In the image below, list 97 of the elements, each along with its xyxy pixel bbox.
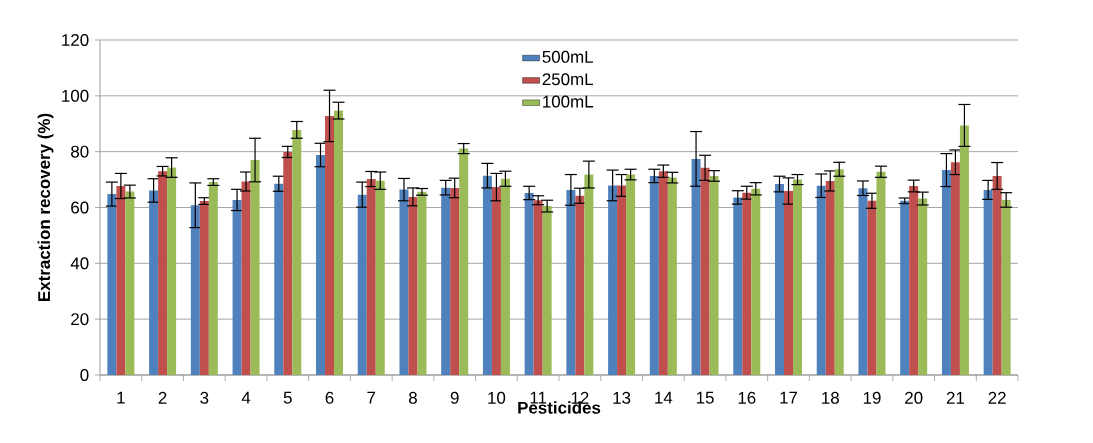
bar bbox=[649, 175, 659, 375]
bar bbox=[158, 171, 168, 375]
bar bbox=[292, 129, 302, 375]
y-axis-title: Extraction recovery (%) bbox=[37, 113, 54, 301]
bar bbox=[199, 201, 209, 375]
bar bbox=[941, 170, 951, 375]
x-tick-label: 7 bbox=[367, 391, 376, 404]
bar bbox=[918, 198, 928, 375]
x-tick-label: 15 bbox=[696, 391, 714, 404]
bar bbox=[491, 187, 501, 375]
x-tick-label: 13 bbox=[613, 391, 631, 404]
bar bbox=[366, 179, 376, 375]
y-tick-label: 100 bbox=[62, 89, 89, 102]
y-tick-label: 80 bbox=[71, 145, 89, 158]
bar bbox=[700, 167, 710, 375]
legend-label: 100mL bbox=[543, 95, 594, 108]
bar bbox=[566, 189, 576, 375]
bar bbox=[542, 206, 552, 375]
x-tick-label: 4 bbox=[241, 391, 251, 404]
y-tick-label: 60 bbox=[71, 201, 89, 214]
bar bbox=[784, 191, 794, 375]
bar bbox=[742, 192, 752, 375]
bar bbox=[816, 185, 826, 375]
bar bbox=[167, 167, 177, 375]
bar bbox=[1001, 199, 1011, 375]
bar bbox=[533, 200, 543, 375]
bar bbox=[691, 158, 701, 375]
bar bbox=[399, 189, 409, 375]
legend-label: 500mL bbox=[542, 50, 594, 63]
bar bbox=[459, 148, 469, 375]
bar bbox=[250, 160, 260, 375]
legend-label: 250mL bbox=[542, 73, 594, 86]
bar bbox=[834, 169, 844, 375]
x-tick-label: 22 bbox=[988, 391, 1006, 404]
x-tick-label: 19 bbox=[863, 391, 881, 404]
x-tick-label: 3 bbox=[200, 391, 209, 404]
y-tick-label: 20 bbox=[71, 313, 89, 326]
bar bbox=[959, 125, 969, 375]
y-tick-label: 120 bbox=[62, 33, 89, 46]
x-tick-label: 20 bbox=[905, 391, 923, 404]
bar bbox=[909, 185, 919, 375]
bar bbox=[608, 185, 618, 375]
bar bbox=[667, 177, 677, 375]
x-tick-label: 21 bbox=[946, 391, 965, 404]
bar bbox=[441, 187, 451, 375]
bar bbox=[116, 185, 126, 375]
bar bbox=[232, 199, 242, 375]
x-tick-label: 16 bbox=[738, 391, 756, 404]
bar bbox=[334, 110, 344, 375]
bar bbox=[316, 155, 326, 375]
x-tick-label: 18 bbox=[822, 391, 839, 404]
x-tick-label: 5 bbox=[283, 391, 292, 404]
bar bbox=[825, 180, 835, 375]
bar bbox=[584, 174, 594, 375]
bar bbox=[858, 188, 868, 375]
bar bbox=[793, 179, 803, 375]
bar bbox=[524, 192, 534, 375]
bar bbox=[125, 191, 135, 375]
y-tick-label: 0 bbox=[80, 368, 89, 381]
x-tick-label: 2 bbox=[158, 391, 167, 404]
bar bbox=[417, 191, 427, 375]
bar bbox=[867, 200, 877, 375]
x-tick-label: 14 bbox=[655, 391, 673, 404]
bar bbox=[325, 115, 335, 375]
bar bbox=[500, 178, 510, 375]
x-tick-label: 9 bbox=[450, 391, 459, 404]
bar bbox=[751, 188, 761, 375]
bar bbox=[992, 175, 1002, 375]
y-tick-label: 40 bbox=[70, 257, 89, 270]
bar bbox=[733, 197, 743, 375]
x-tick-label: 8 bbox=[408, 391, 417, 404]
bar bbox=[450, 187, 460, 375]
bar bbox=[375, 180, 385, 375]
bar bbox=[876, 171, 886, 375]
bar bbox=[658, 171, 668, 375]
x-tick-label: 1 bbox=[117, 391, 125, 404]
bar bbox=[950, 162, 960, 375]
bar bbox=[617, 185, 627, 375]
x-tick-label: 17 bbox=[780, 391, 798, 404]
bar bbox=[408, 196, 418, 375]
bar bbox=[575, 195, 585, 375]
bar bbox=[241, 181, 251, 375]
bar bbox=[190, 205, 200, 375]
bar bbox=[482, 175, 492, 375]
bar bbox=[626, 174, 636, 375]
bar bbox=[775, 184, 785, 375]
bar bbox=[357, 194, 367, 375]
bar bbox=[107, 194, 117, 375]
bar bbox=[149, 190, 159, 375]
bar bbox=[208, 182, 218, 375]
bar bbox=[900, 200, 910, 375]
bar bbox=[709, 175, 719, 375]
x-tick-label: 10 bbox=[488, 391, 506, 404]
bar bbox=[983, 189, 993, 375]
bar bbox=[274, 183, 284, 375]
x-tick-label: 6 bbox=[325, 391, 334, 404]
bar bbox=[283, 151, 293, 375]
